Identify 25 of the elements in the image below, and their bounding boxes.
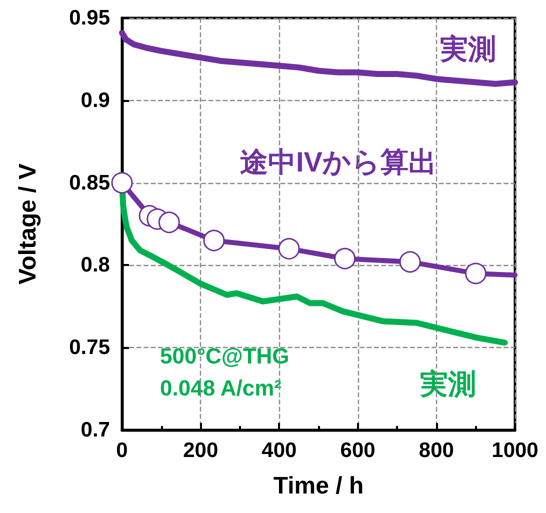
y-tick-label: 0.8 <box>80 254 110 277</box>
y-tick-label: 0.85 <box>69 171 110 194</box>
y-tick-label: 0.75 <box>69 336 110 360</box>
annotation: 500°C@THG <box>160 344 290 368</box>
y-axis-title: Voltage / V <box>14 164 42 284</box>
y-tick-label: 0.95 <box>69 6 110 30</box>
x-tick-label: 1000 <box>492 439 538 462</box>
series-label: 実測 <box>439 34 496 64</box>
point <box>399 251 421 273</box>
x-tick-label: 800 <box>418 439 454 462</box>
x-tick-label: 200 <box>183 439 218 462</box>
y-tick-label: 0.7 <box>80 418 110 442</box>
x-tick-label: 0 <box>116 439 128 462</box>
annotation: 0.048 A/cm² <box>160 376 282 400</box>
x-axis-title: Time / h <box>273 472 364 500</box>
series-label: 実測 <box>419 368 476 400</box>
x-tick-label: 600 <box>340 439 376 462</box>
point <box>464 262 486 284</box>
point <box>203 230 225 252</box>
y-tick-label: 0.9 <box>80 88 110 112</box>
point <box>334 248 356 270</box>
point <box>158 212 180 234</box>
point <box>111 172 133 194</box>
x-tick-label: 400 <box>262 439 297 462</box>
point <box>278 238 300 260</box>
